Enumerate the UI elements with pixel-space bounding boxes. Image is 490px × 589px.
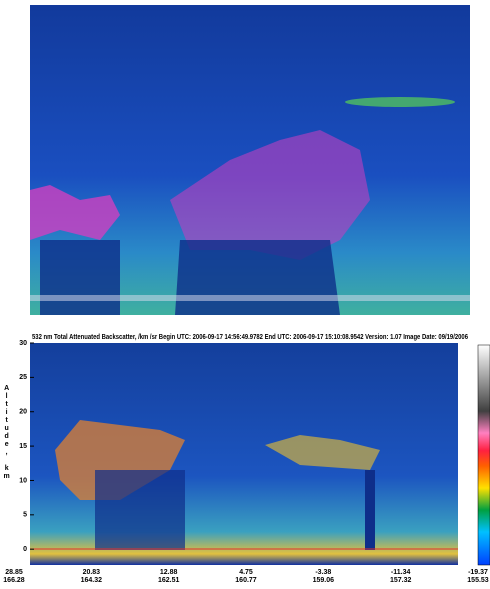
y-tick-label: 10 bbox=[19, 477, 27, 484]
x-tick-lon: 159.06 bbox=[313, 577, 335, 584]
top-image bbox=[30, 5, 470, 315]
y-tick-label: 30 bbox=[19, 340, 27, 347]
y-tick-label: 5 bbox=[23, 512, 27, 519]
plot bbox=[30, 343, 458, 565]
x-tick-lon: 166.28 bbox=[3, 577, 25, 584]
page: {"chart_data": {"type": "curtain", "titl… bbox=[0, 0, 490, 584]
y-axis-label: Altitude, km bbox=[3, 385, 10, 481]
x-tick-lon: 160.77 bbox=[235, 577, 257, 584]
y-tick-label: 25 bbox=[19, 374, 27, 381]
y-tick-label: 0 bbox=[23, 546, 27, 553]
x-tick-lon: 162.51 bbox=[158, 577, 180, 584]
x-tick-lon: 164.32 bbox=[81, 577, 103, 584]
x-tick-lat: -11.34 bbox=[391, 569, 411, 576]
x-tick-lat: -3.38 bbox=[315, 569, 331, 576]
x-tick-lat: 28.85 bbox=[5, 569, 23, 576]
x-tick-lon: 155.53 bbox=[467, 577, 489, 584]
x-tick-lat: -19.37 bbox=[468, 569, 488, 576]
y-tick-label: 20 bbox=[19, 409, 27, 416]
x-tick-lat: 12.88 bbox=[160, 569, 178, 576]
colorbar bbox=[478, 345, 490, 565]
y-tick-label: 15 bbox=[19, 443, 27, 450]
x-tick-lon: 157.32 bbox=[390, 577, 412, 584]
figure: 532 nm Total Attenuated Backscatter, /km… bbox=[0, 0, 490, 584]
x-tick-lat: 4.75 bbox=[239, 569, 253, 576]
chart-title: 532 nm Total Attenuated Backscatter, /km… bbox=[32, 334, 468, 341]
x-tick-lat: 20.83 bbox=[83, 569, 101, 576]
